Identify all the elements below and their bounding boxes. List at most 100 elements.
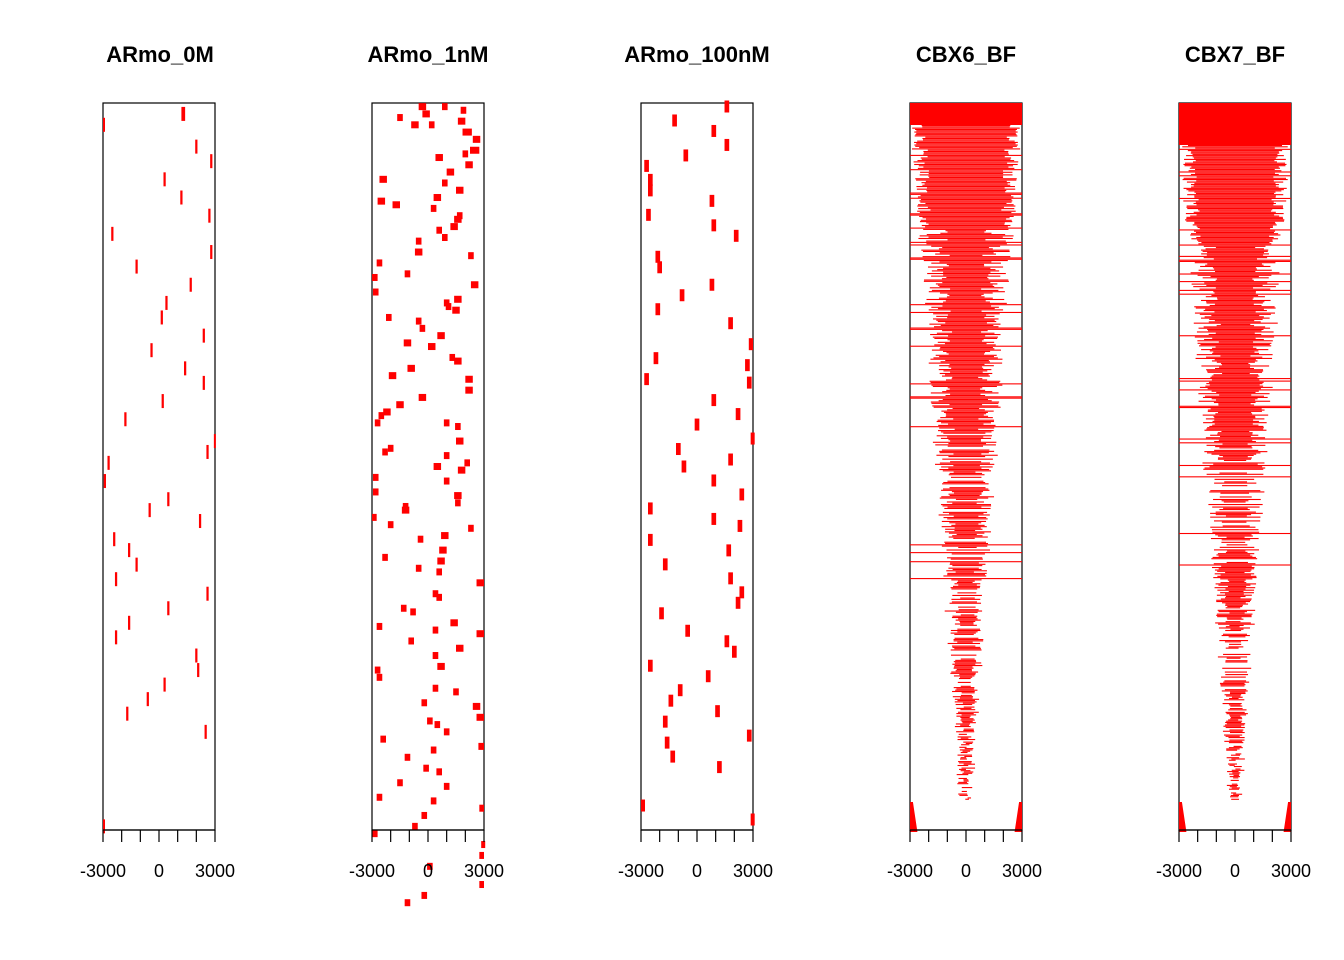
heatmap-edge [910, 813, 915, 814]
heatmap-line [939, 372, 993, 375]
heatmap-segment [470, 281, 479, 289]
heatmap-line [958, 606, 976, 608]
heatmap-line [1226, 536, 1245, 538]
heatmap-line [910, 383, 1022, 385]
heatmap-segment [746, 729, 752, 742]
heatmap-line [944, 374, 989, 376]
heatmap-line [1218, 439, 1253, 441]
heatmap-line [1187, 194, 1284, 196]
heatmap-segment [724, 635, 730, 648]
heatmap-segment [433, 463, 442, 470]
heatmap-line [1215, 332, 1255, 334]
heatmap-line [948, 474, 985, 476]
heatmap-line [1202, 462, 1265, 464]
heatmap-line [1188, 190, 1282, 192]
heatmap-segment [103, 117, 105, 132]
heatmap-line [954, 698, 980, 700]
heatmap-line [943, 301, 990, 303]
heatmap-line [960, 658, 975, 660]
heatmap-line [1218, 568, 1255, 570]
heatmap-segment [202, 375, 205, 390]
heatmap-line [915, 145, 1017, 147]
heatmap-line [944, 507, 991, 510]
heatmap-line [1226, 561, 1248, 564]
heatmap-line [1225, 588, 1246, 590]
heatmap-line [952, 696, 974, 698]
heatmap-line [940, 346, 993, 349]
heatmap-edge [1179, 807, 1183, 808]
heatmap-segment [195, 648, 198, 663]
heatmap-line [1228, 759, 1236, 761]
heatmap-line [1211, 398, 1258, 400]
heatmap-segment [456, 644, 464, 652]
heatmap-edge [1018, 803, 1022, 804]
heatmap-segment [711, 219, 717, 232]
heatmap-edge [910, 809, 915, 810]
heatmap-line [1216, 399, 1256, 401]
heatmap-line [1179, 532, 1291, 535]
heatmap-edge [1018, 807, 1022, 808]
heatmap-line [1229, 715, 1241, 717]
heatmap-line [1229, 776, 1241, 778]
heatmap-line [1191, 233, 1279, 235]
heatmap-line [965, 742, 973, 744]
heatmap-edge [1019, 802, 1022, 803]
heatmap-line [960, 758, 967, 760]
heatmap-edge [1179, 804, 1183, 805]
heatmap-segment [454, 492, 462, 500]
heatmap-line [1185, 213, 1284, 215]
heatmap-segment [146, 692, 149, 707]
heatmap-line [1179, 229, 1291, 231]
heatmap-edge [910, 831, 918, 832]
heatmap-segment [436, 568, 442, 576]
heatmap-line [952, 594, 982, 596]
plot-frame [102, 102, 216, 831]
heatmap-edge [1018, 804, 1022, 805]
heatmap-line [947, 409, 985, 411]
heatmap-line [1221, 690, 1248, 692]
heatmap-line [914, 144, 1018, 146]
heatmap-line [1190, 234, 1281, 236]
heatmap-segment [198, 514, 202, 529]
heatmap-edge [1016, 818, 1022, 819]
heatmap-line [1196, 236, 1274, 239]
heatmap-segment [208, 208, 211, 223]
heatmap-line [1216, 613, 1253, 615]
heatmap-line [947, 387, 983, 389]
heatmap-line [1205, 418, 1265, 420]
heatmap-line [1227, 550, 1246, 552]
heatmap-line [1233, 777, 1239, 779]
heatmap-edge [1287, 804, 1291, 805]
heatmap-line [1230, 754, 1241, 756]
heatmap-line [928, 291, 1005, 293]
heatmap-line [953, 661, 977, 663]
heatmap-line [1194, 191, 1276, 193]
heatmap-line [957, 764, 969, 767]
heatmap-line [941, 520, 987, 523]
heatmap-line [1193, 286, 1276, 288]
heatmap-line [1210, 512, 1263, 514]
heatmap-line [1232, 772, 1241, 774]
heatmap-segment [735, 408, 741, 421]
heatmap-line [1212, 556, 1256, 558]
heatmap-segment [728, 572, 733, 585]
heatmap-segment [165, 295, 168, 310]
heatmap-segment [655, 250, 661, 263]
heatmap-line [1195, 357, 1273, 359]
heatmap-line [963, 763, 975, 765]
heatmap-line [910, 304, 1022, 306]
heatmap-line [1219, 509, 1250, 511]
heatmap-line [1231, 787, 1240, 789]
heatmap-line [1205, 437, 1266, 439]
heatmap-edge [910, 802, 913, 803]
heatmap-line [1179, 293, 1291, 295]
heatmap-edge [910, 815, 915, 816]
heatmap-line [1217, 553, 1255, 555]
heatmap-line [1229, 624, 1244, 627]
heatmap-line [1224, 694, 1242, 696]
heatmap-edge [1287, 808, 1291, 809]
heatmap-segment [415, 237, 422, 245]
heatmap-segment [414, 248, 423, 256]
heatmap-line [1216, 600, 1251, 603]
heatmap-line [1212, 337, 1256, 339]
